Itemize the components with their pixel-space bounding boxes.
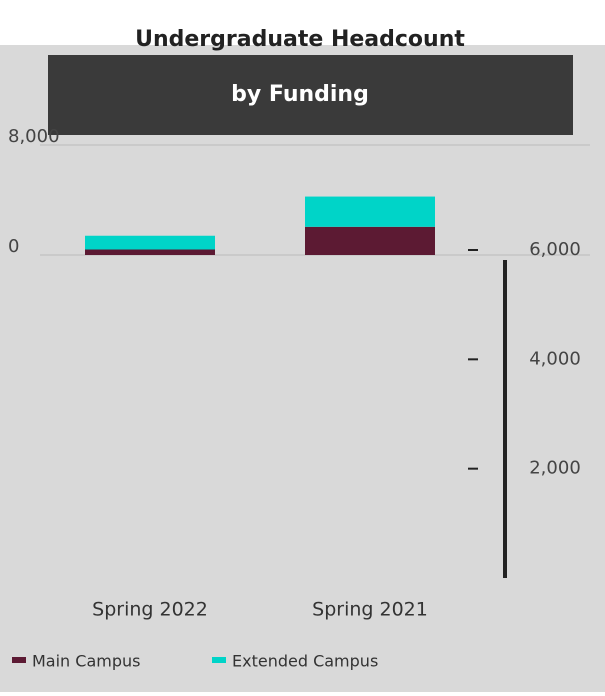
y-tick-label: 8,000 [8, 126, 60, 147]
bar-segment [85, 235, 215, 250]
x-tick-label: Spring 2022 [92, 599, 208, 621]
chart-subtitle: by Funding [231, 82, 369, 107]
x-tick-label: Spring 2021 [312, 599, 428, 621]
bar-segment [305, 196, 435, 227]
legend-label: Extended Campus [232, 652, 378, 671]
y2-tick-label: 4,000 [529, 348, 581, 369]
title-box [48, 55, 573, 135]
y2-tick-label: 6,000 [529, 239, 581, 260]
chart-title: Undergraduate Headcount [135, 27, 465, 52]
y-tick-label: 0 [8, 236, 19, 257]
header-strip [0, 0, 605, 45]
legend-label: Main Campus [32, 652, 140, 671]
legend-swatch [12, 657, 26, 663]
legend-swatch [212, 657, 226, 663]
bar-segment [305, 226, 435, 255]
y2-tick-label: 2,000 [529, 458, 581, 479]
bar-segment [85, 249, 215, 255]
